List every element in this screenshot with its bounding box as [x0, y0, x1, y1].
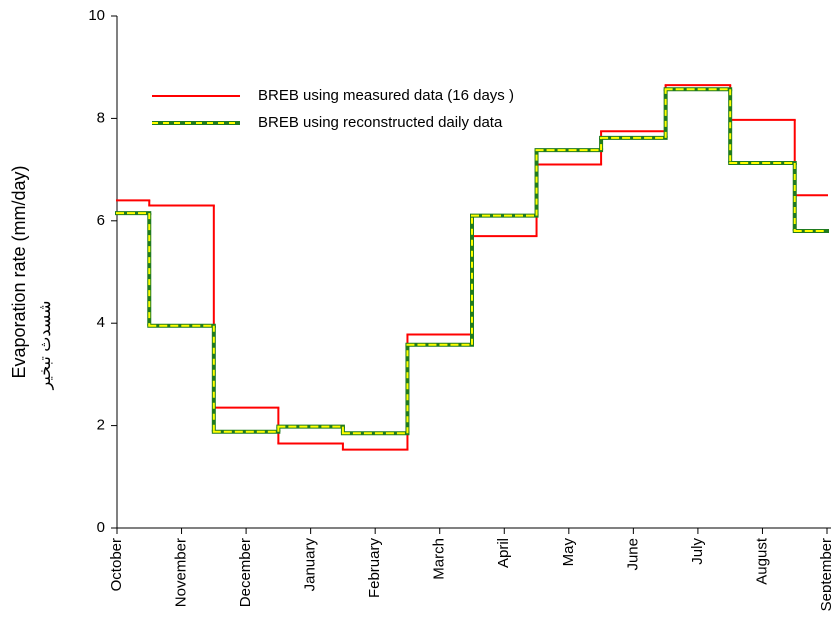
x-tick-label: December: [237, 538, 254, 607]
y-tick-label: 2: [97, 417, 105, 434]
x-tick-label: August: [753, 537, 770, 585]
x-tick-label: May: [560, 538, 577, 567]
y-tick-label: 4: [97, 314, 105, 331]
x-tick-label: February: [366, 538, 383, 599]
x-tick-label: July: [689, 538, 706, 565]
y-tick-label: 10: [88, 7, 105, 24]
x-tick-label: October: [108, 538, 125, 591]
y-axis-title: Evaporation rate (mm/day): [9, 165, 29, 378]
x-tick-label: September: [818, 538, 831, 611]
legend-label: BREB using measured data (16 days ): [258, 87, 514, 104]
y-tick-label: 0: [97, 519, 105, 536]
legend-label: BREB using reconstructed daily data: [258, 114, 503, 131]
x-tick-label: November: [173, 538, 190, 607]
y-tick-label: 6: [97, 212, 105, 229]
x-tick-label: June: [624, 538, 641, 571]
x-tick-label: January: [302, 538, 319, 592]
x-tick-label: March: [431, 538, 448, 580]
y-axis-note: شسدث تبخير: [37, 301, 54, 391]
x-tick-label: April: [495, 538, 512, 568]
y-tick-label: 8: [97, 109, 105, 126]
